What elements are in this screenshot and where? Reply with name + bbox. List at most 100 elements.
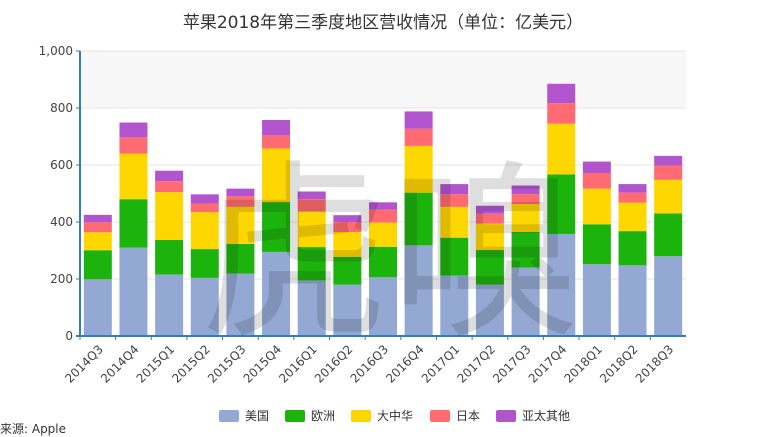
bar-segment	[404, 245, 433, 336]
bar-segment	[119, 153, 148, 200]
bar-segment	[119, 247, 148, 336]
bar-segment	[440, 184, 469, 195]
bar-segment	[369, 202, 397, 210]
bar-segment	[511, 204, 540, 232]
bar-segment	[547, 174, 576, 234]
x-tick-label: 2018Q3	[633, 342, 677, 386]
y-tick-label: 1,000	[39, 44, 73, 58]
bar-segment	[119, 199, 148, 248]
bar-segment	[155, 274, 184, 336]
bar-segment	[190, 203, 219, 213]
bar-segment	[190, 212, 219, 250]
bar-segment	[226, 196, 255, 207]
bar-segment	[475, 223, 504, 250]
bar-segment	[262, 202, 291, 252]
bar-segment	[404, 128, 433, 146]
legend-swatch	[351, 410, 371, 422]
bar-segment	[83, 279, 112, 336]
bar-segment	[511, 185, 540, 195]
legend-swatch	[219, 410, 239, 422]
bar-segment	[83, 232, 112, 251]
y-tick-label: 400	[50, 215, 73, 229]
bar-segment	[262, 148, 291, 203]
bar-segment	[440, 194, 469, 207]
bar-segment	[582, 224, 611, 265]
watermark-logo-text: 虎嗅	[200, 144, 580, 365]
x-tick-label: 2015Q1	[134, 342, 178, 386]
bar-segment	[226, 188, 255, 197]
bar-segment	[190, 194, 219, 204]
bar-segment	[297, 247, 326, 281]
bar-segment	[119, 122, 148, 138]
bar-segment	[190, 249, 219, 278]
bar-segment	[547, 123, 576, 175]
x-tick-label: 2014Q4	[98, 342, 142, 386]
bar-segment	[155, 181, 184, 193]
legend-swatch	[285, 410, 305, 422]
bar-segment	[297, 191, 326, 200]
bar-segment	[119, 137, 148, 154]
y-tick-label: 200	[50, 272, 73, 286]
bar-segment	[404, 192, 433, 246]
bar-segment	[262, 251, 291, 336]
bar-segment	[226, 206, 255, 244]
bar-segment	[475, 249, 504, 285]
bar-segment	[654, 165, 683, 180]
bar-segment	[618, 192, 647, 203]
y-tick-label: 600	[50, 158, 73, 172]
x-tick-label: 2014Q3	[62, 342, 106, 386]
legend-swatch	[430, 410, 450, 422]
y-tick-label: 0	[65, 329, 73, 343]
bar-segment	[190, 277, 219, 336]
bar-segment	[475, 284, 504, 336]
bar-segment	[654, 213, 683, 257]
legend-label: 大中华	[377, 408, 413, 423]
bar-segment	[511, 194, 540, 205]
bar-segment	[404, 111, 433, 129]
bar-segment	[582, 264, 611, 336]
bar-segment	[297, 280, 326, 336]
chart-title: 苹果2018年第三季度地区营收情况（单位：亿美元）	[183, 13, 583, 33]
bar-segment	[262, 135, 291, 149]
bar-segment	[547, 103, 576, 124]
bar-segment	[618, 265, 647, 336]
bar-segment	[511, 267, 540, 336]
bar-segment	[404, 145, 433, 193]
bar-segment	[83, 214, 112, 223]
bar-segment	[369, 222, 397, 247]
bar-segment	[654, 256, 683, 336]
bar-segment	[440, 206, 469, 238]
source-note: 来源: Apple	[0, 422, 67, 436]
bar-segment	[440, 237, 469, 276]
bar-segment	[333, 231, 362, 257]
legend-label: 欧洲	[311, 409, 335, 423]
bar-segment	[297, 211, 326, 248]
bar-segment	[475, 205, 504, 214]
bar-segment	[654, 155, 683, 166]
legend-label: 日本	[456, 409, 480, 423]
bar-segment	[440, 275, 469, 336]
bar-segment	[262, 119, 291, 136]
bar-segment	[333, 215, 362, 222]
bar-segment	[618, 202, 647, 232]
bar-segment	[369, 277, 397, 336]
bar-segment	[155, 192, 184, 240]
bar-segment	[618, 184, 647, 193]
x-tick-label: 2018Q2	[597, 342, 641, 386]
bar-segment	[618, 231, 647, 266]
bar-segment	[226, 243, 255, 274]
bar-segment	[333, 256, 362, 285]
bar-segment	[547, 83, 576, 104]
bar-segment	[582, 161, 611, 173]
bar-segment	[654, 179, 683, 214]
bar-segment	[155, 239, 184, 275]
legend-label: 美国	[245, 409, 269, 423]
bar-segment	[369, 246, 397, 278]
y-tick-label: 800	[50, 101, 73, 115]
bar-segment	[83, 222, 112, 233]
bar-segment	[369, 209, 397, 223]
bar-segment	[582, 188, 611, 225]
bar-segment	[333, 284, 362, 336]
bar-segment	[83, 250, 112, 280]
